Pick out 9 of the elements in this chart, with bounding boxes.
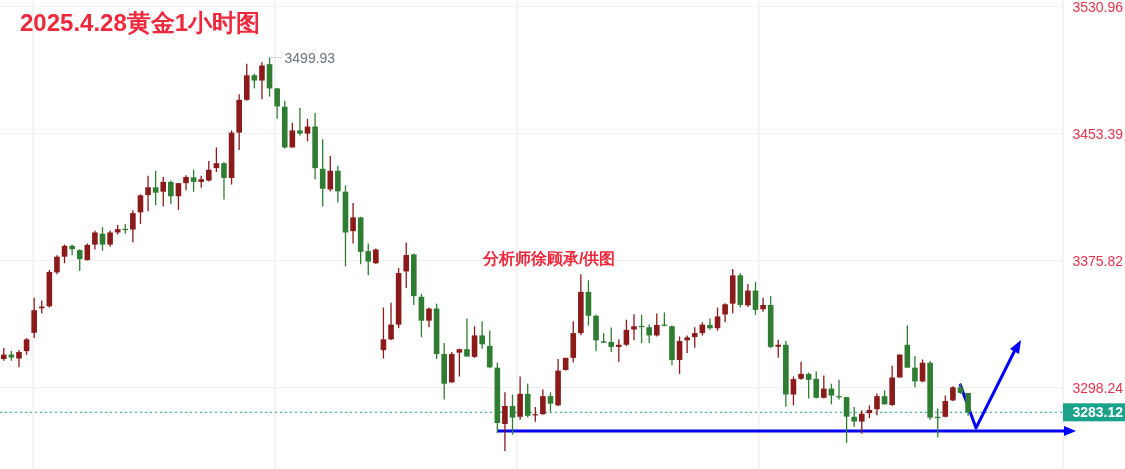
annotation: 3499.93 <box>271 50 336 67</box>
y-tick-label: 3530.96 <box>1072 0 1124 15</box>
y-tick-label: 3375.82 <box>1072 252 1124 269</box>
y-tick-label: 3298.24 <box>1072 379 1124 396</box>
annotation: 分析师徐顾承/供图 <box>482 250 616 267</box>
annotation: 3499.93 <box>284 50 336 67</box>
y-tick-label: 3453.39 <box>1072 125 1124 142</box>
chart-title: 2025.4.28黄金1小时图 <box>20 9 261 36</box>
ref-line-label: 3283.12 <box>1072 404 1124 421</box>
